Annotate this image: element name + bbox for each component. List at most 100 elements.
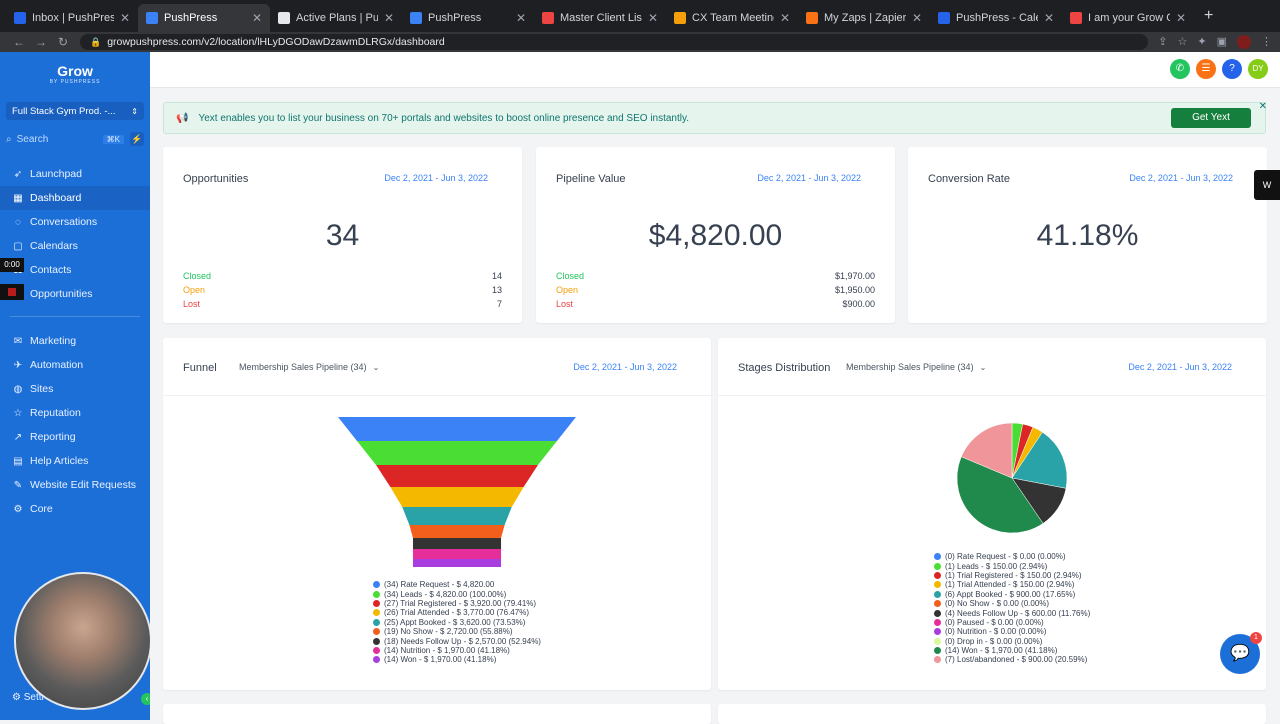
browser-address-bar: ← → ↻ 🔒 growpushpress.com/v2/location/lH… [0, 32, 1280, 52]
sidepanel-icon[interactable]: ▣ [1216, 36, 1227, 48]
browser-tab[interactable]: My Zaps | Zapier ✕ [798, 4, 930, 32]
legend-swatch [373, 590, 380, 598]
legend-item: (0) Nutrition - $ 0.00 (0.00%) [934, 627, 1090, 636]
help-icon[interactable]: ? [1222, 59, 1242, 79]
funnel-date-range[interactable]: Dec 2, 2021 - Jun 3, 2022 [573, 362, 677, 372]
browser-tab[interactable]: CX Team Meetings | Lis ✕ [666, 4, 798, 32]
sidebar-search[interactable]: ⌕ Search ⌘K ⚡ [6, 132, 144, 146]
funnel-title: Funnel [183, 362, 217, 374]
sidebar-item-help-articles[interactable]: ▤ Help Articles [0, 449, 150, 473]
funnel-stage-trial-attended[interactable] [390, 487, 524, 507]
sidebar-item-conversations[interactable]: ◌ Conversations [0, 210, 150, 234]
gear-icon: ⚙ [13, 503, 23, 515]
card-date-range[interactable]: Dec 2, 2021 - Jun 3, 2022 [1129, 173, 1233, 183]
forward-icon[interactable]: → [35, 35, 47, 49]
close-tab-icon[interactable]: ✕ [911, 11, 922, 25]
sidebar-item-website-edit-requests[interactable]: ✎ Website Edit Requests [0, 473, 150, 497]
megaphone-icon: ✉ [13, 335, 23, 347]
close-tab-icon[interactable]: ✕ [383, 11, 394, 25]
sidebar-item-settings[interactable]: ⚙ Setti [12, 692, 44, 703]
legend-item: (14) Nutrition - $ 1,970.00 (41.18%) [373, 646, 541, 655]
close-tab-icon[interactable]: ✕ [1175, 11, 1186, 25]
stages-pie-chart [956, 422, 1068, 534]
bookmark-star-icon[interactable]: ☆ [1177, 36, 1188, 48]
sidebar-item-marketing[interactable]: ✉ Marketing [0, 329, 150, 353]
location-switcher[interactable]: Full Stack Gym Prod. -... ⇕ [6, 102, 144, 120]
legend-swatch [934, 553, 941, 561]
sidebar-item-launchpad[interactable]: ➶ Launchpad [0, 162, 150, 186]
share-icon[interactable]: ⇪ [1158, 36, 1168, 48]
funnel-stage-trial-registered[interactable] [376, 465, 538, 487]
card-value: $4,820.00 [648, 219, 783, 252]
legend-item: (1) Trial Attended - $ 150.00 (2.94%) [934, 580, 1090, 589]
extensions-icon[interactable]: ✦ [1197, 36, 1207, 48]
pie-slice-appt-booked[interactable] [1011, 431, 1068, 489]
side-widget-tab[interactable]: W [1254, 170, 1280, 200]
list-icon[interactable]: ☰ [1196, 59, 1216, 79]
profile-avatar[interactable] [1237, 35, 1251, 49]
browser-tab[interactable]: PushPress ✕ [402, 4, 534, 32]
reload-icon[interactable]: ↻ [57, 35, 69, 49]
sidebar-item-core[interactable]: ⚙ Core [0, 497, 150, 521]
sidebar-item-calendars[interactable]: ▢ Calendars [0, 234, 150, 258]
funnel-stage-won[interactable] [412, 559, 502, 567]
funnel-stage-rate-request[interactable] [338, 417, 576, 441]
phone-icon[interactable]: ✆ [1170, 59, 1190, 79]
back-icon[interactable]: ← [13, 35, 25, 49]
tab-title: I am your Grow Onboar [1088, 12, 1170, 24]
grow-logo[interactable]: Grow BY PUSHPRESS [0, 52, 150, 96]
legend-item: (4) Needs Follow Up - $ 600.00 (11.76%) [934, 608, 1090, 618]
funnel-stage-no-show[interactable] [409, 525, 505, 538]
url-field[interactable]: 🔒 growpushpress.com/v2/location/lHLyDGOD… [80, 34, 1149, 50]
close-tab-icon[interactable]: ✕ [647, 11, 658, 25]
close-tab-icon[interactable]: ✕ [779, 11, 790, 25]
sidebar-item-automation[interactable]: ✈ Automation [0, 353, 150, 377]
legend-item: (14) Won - $ 1,970.00 (41.18%) [373, 655, 541, 664]
browser-tab[interactable]: Master Client List ✕ [534, 4, 666, 32]
browser-tab[interactable]: PushPress ✕ [138, 4, 270, 32]
recording-stop-button[interactable] [0, 284, 24, 300]
sidebar-item-label: Conversations [30, 216, 98, 228]
pie-slice-won[interactable] [956, 456, 1044, 534]
sidebar-item-sites[interactable]: ◍ Sites [0, 377, 150, 401]
chat-launcher-button[interactable]: 💬 1 [1220, 632, 1262, 674]
close-icon[interactable]: ✕ [1258, 101, 1267, 112]
close-tab-icon[interactable]: ✕ [251, 11, 262, 25]
conversion-rate-card: Conversion Rate Dec 2, 2021 - Jun 3, 2022… [908, 147, 1267, 323]
card-date-range[interactable]: Dec 2, 2021 - Jun 3, 2022 [757, 173, 861, 183]
pie-slice-lost-abandoned[interactable] [960, 422, 1013, 479]
funnel-stage-appt-booked[interactable] [402, 507, 512, 525]
funnel-pipeline-select[interactable]: Membership Sales Pipeline (34) ⌄ [239, 362, 379, 372]
sidebar-item-reputation[interactable]: ☆ Reputation [0, 401, 150, 425]
browser-tab[interactable]: Active Plans | PushPres ✕ [270, 4, 402, 32]
new-tab-icon[interactable]: + [1204, 7, 1214, 24]
chat-badge: 1 [1250, 632, 1262, 644]
get-yext-button[interactable]: Get Yext [1171, 108, 1251, 128]
funnel-stage-nutrition[interactable] [412, 549, 502, 559]
legend-label: (0) Rate Request - $ 0.00 (0.00%) [945, 552, 1066, 562]
card-date-range[interactable]: Dec 2, 2021 - Jun 3, 2022 [384, 173, 488, 183]
close-tab-icon[interactable]: ✕ [1043, 11, 1054, 25]
star-icon: ☆ [13, 407, 23, 419]
stages-date-range[interactable]: Dec 2, 2021 - Jun 3, 2022 [1128, 362, 1232, 372]
user-avatar[interactable]: DY [1248, 59, 1268, 79]
browser-tab[interactable]: Inbox | PushPress | Inte ✕ [6, 4, 138, 32]
browser-tab[interactable]: PushPress - Calendar ✕ [930, 4, 1062, 32]
sidebar-item-reporting[interactable]: ↗ Reporting [0, 425, 150, 449]
legend-swatch [934, 637, 941, 645]
megaphone-icon: 📢 [176, 112, 189, 124]
funnel-stage-leads[interactable] [357, 441, 557, 465]
close-tab-icon[interactable]: ✕ [119, 11, 130, 25]
favicon-icon [410, 12, 422, 24]
stages-pipeline-select[interactable]: Membership Sales Pipeline (34) ⌄ [846, 362, 986, 372]
lightning-icon[interactable]: ⚡ [130, 132, 144, 146]
sidebar-item-dashboard[interactable]: ▦ Dashboard [0, 186, 150, 210]
legend-item: (34) Leads - $ 4,820.00 (100.00%) [373, 589, 541, 599]
chevron-down-icon: ⌄ [979, 363, 987, 372]
legend-swatch [934, 571, 941, 579]
pipeline-label: Membership Sales Pipeline (34) [846, 362, 974, 372]
funnel-stage-needs-follow-up[interactable] [412, 538, 502, 549]
menu-dots-icon[interactable]: ⋮ [1261, 36, 1272, 48]
browser-tab[interactable]: I am your Grow Onboar ✕ [1062, 4, 1194, 32]
close-tab-icon[interactable]: ✕ [515, 11, 526, 25]
